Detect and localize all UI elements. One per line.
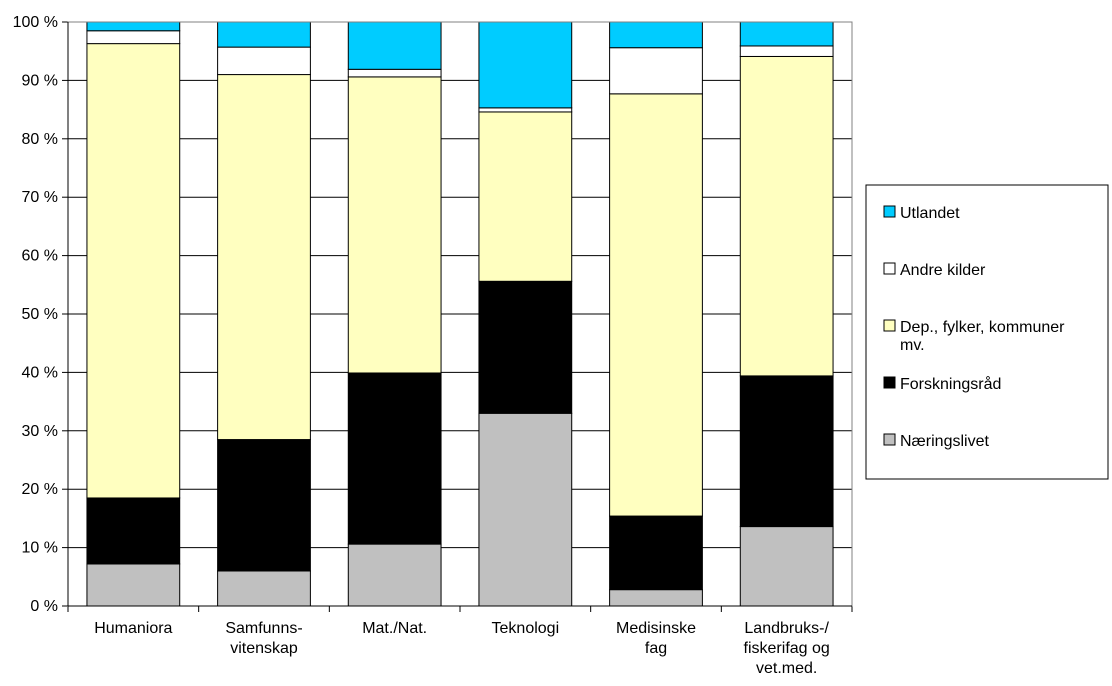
bar-segment: [217, 74, 311, 441]
bar-segment: [739, 45, 834, 57]
y-tick-label: 80 %: [22, 131, 58, 148]
bar-segment: [347, 76, 442, 374]
legend-label: Forskningsråd: [900, 375, 1001, 393]
x-tick-labels: Humaniora Samfunns-vitenskap Mat./Nat. Tekn…: [94, 620, 830, 677]
bar-segment: [478, 107, 573, 113]
bar-segment: [609, 589, 703, 607]
bar-segment: [217, 439, 311, 572]
x-tick-label: Medisinske: [616, 620, 696, 637]
bar-segment: [217, 570, 311, 607]
y-tick-label: 90 %: [22, 72, 58, 89]
bar-segment: [347, 68, 442, 78]
legend-swatch: [883, 433, 896, 446]
x-tick-label: vet.med.: [756, 660, 817, 677]
y-tick-label: 30 %: [22, 423, 58, 440]
bar-segment: [739, 375, 834, 528]
bar-segment: [86, 563, 181, 607]
bar-segment: [347, 372, 442, 545]
y-tick-label: 100 %: [13, 14, 58, 31]
y-tick-label: 10 %: [22, 540, 58, 557]
x-tick-label: vitenskap: [230, 640, 298, 657]
x-tick-label: Samfunns-: [225, 620, 302, 637]
bars: [86, 21, 834, 607]
bar-segment: [347, 21, 442, 70]
bar-segment: [86, 43, 181, 499]
legend-label: Næringslivet: [900, 433, 989, 450]
bar-segment: [739, 526, 834, 607]
bar-segment: [86, 30, 181, 45]
bar-segment: [739, 21, 834, 47]
x-tick-label: Humaniora: [94, 620, 172, 637]
bar-segment: [609, 515, 703, 591]
y-tick-label: 50 %: [22, 306, 58, 323]
y-tick-label: 60 %: [22, 248, 58, 265]
bar-segment: [347, 543, 442, 607]
bar-segment: [478, 280, 573, 414]
legend-label: mv.: [900, 337, 925, 354]
legend-box: [865, 184, 1109, 480]
bar-segment: [478, 412, 573, 607]
x-tick-label: fag: [645, 640, 667, 657]
x-tick-label: Teknologi: [492, 620, 560, 637]
legend-label: Dep., fylker, kommuner: [900, 319, 1065, 336]
y-tick-label: 70 %: [22, 189, 58, 206]
bar-segment: [739, 55, 834, 377]
x-tick-label: Landbruks-/: [744, 620, 829, 637]
bar-segment: [609, 93, 703, 517]
legend-swatch: [883, 376, 896, 389]
bar-segment: [86, 21, 181, 32]
x-tick-label: fiskerifag og: [744, 640, 830, 657]
legend-label: Andre kilder: [900, 262, 986, 279]
legend-label: Utlandet: [900, 205, 960, 222]
y-tick-label: 40 %: [22, 364, 58, 381]
bar-segment: [217, 21, 311, 48]
bar-segment: [86, 497, 181, 565]
bar-segment: [609, 21, 703, 49]
axes: [62, 21, 853, 612]
bar-segment: [609, 47, 703, 95]
gridlines: [68, 21, 852, 607]
bar-segment: [478, 21, 573, 109]
legend-swatch: [883, 262, 896, 275]
y-tick-label: 0 %: [30, 598, 58, 615]
bar-segment: [478, 111, 573, 282]
legend-swatch: [883, 205, 896, 218]
legend: Utlandet Andre kilder Dep., fylker, kommun…: [865, 184, 1109, 480]
legend-swatch: [883, 319, 896, 332]
x-tick-label: Mat./Nat.: [362, 620, 427, 637]
y-tick-label: 20 %: [22, 481, 58, 498]
y-tick-labels: 0 % 10 % 20 % 30 % 40 % 50 % 60 % 70 % 80 % 90 % 1…: [13, 14, 58, 615]
bar-segment: [217, 46, 311, 76]
